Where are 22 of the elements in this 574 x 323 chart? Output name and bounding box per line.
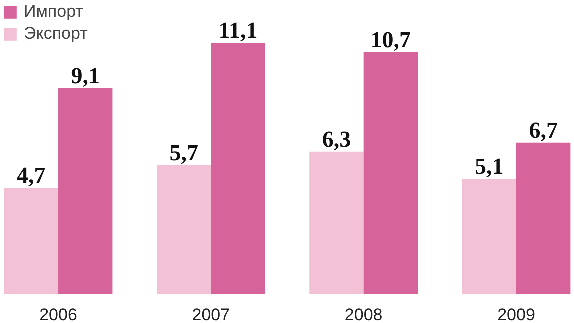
data-label: 6,7 — [529, 118, 558, 143]
legend-label: Экспорт — [24, 24, 88, 44]
data-label: 6,3 — [322, 126, 352, 152]
x-tick-label: 2008 — [344, 306, 383, 323]
data-label: 9,1 — [71, 63, 100, 88]
bar — [364, 52, 418, 294]
bar — [310, 152, 364, 294]
data-label: 5,7 — [170, 140, 198, 166]
x-tick-label: 2009 — [498, 306, 536, 323]
data-label: 4,7 — [17, 163, 46, 188]
data-label: 10,7 — [370, 27, 412, 52]
x-tick-label: 2006 — [40, 306, 78, 323]
legend-label: Импорт — [24, 2, 84, 22]
bar — [58, 88, 113, 294]
data-label: 11,1 — [218, 18, 258, 44]
data-label: 5,1 — [475, 154, 504, 180]
bar — [156, 165, 212, 294]
bar — [462, 179, 516, 294]
bar — [211, 43, 266, 294]
bar — [516, 142, 571, 294]
bar — [4, 188, 59, 294]
x-tick-label: 2007 — [192, 306, 230, 323]
